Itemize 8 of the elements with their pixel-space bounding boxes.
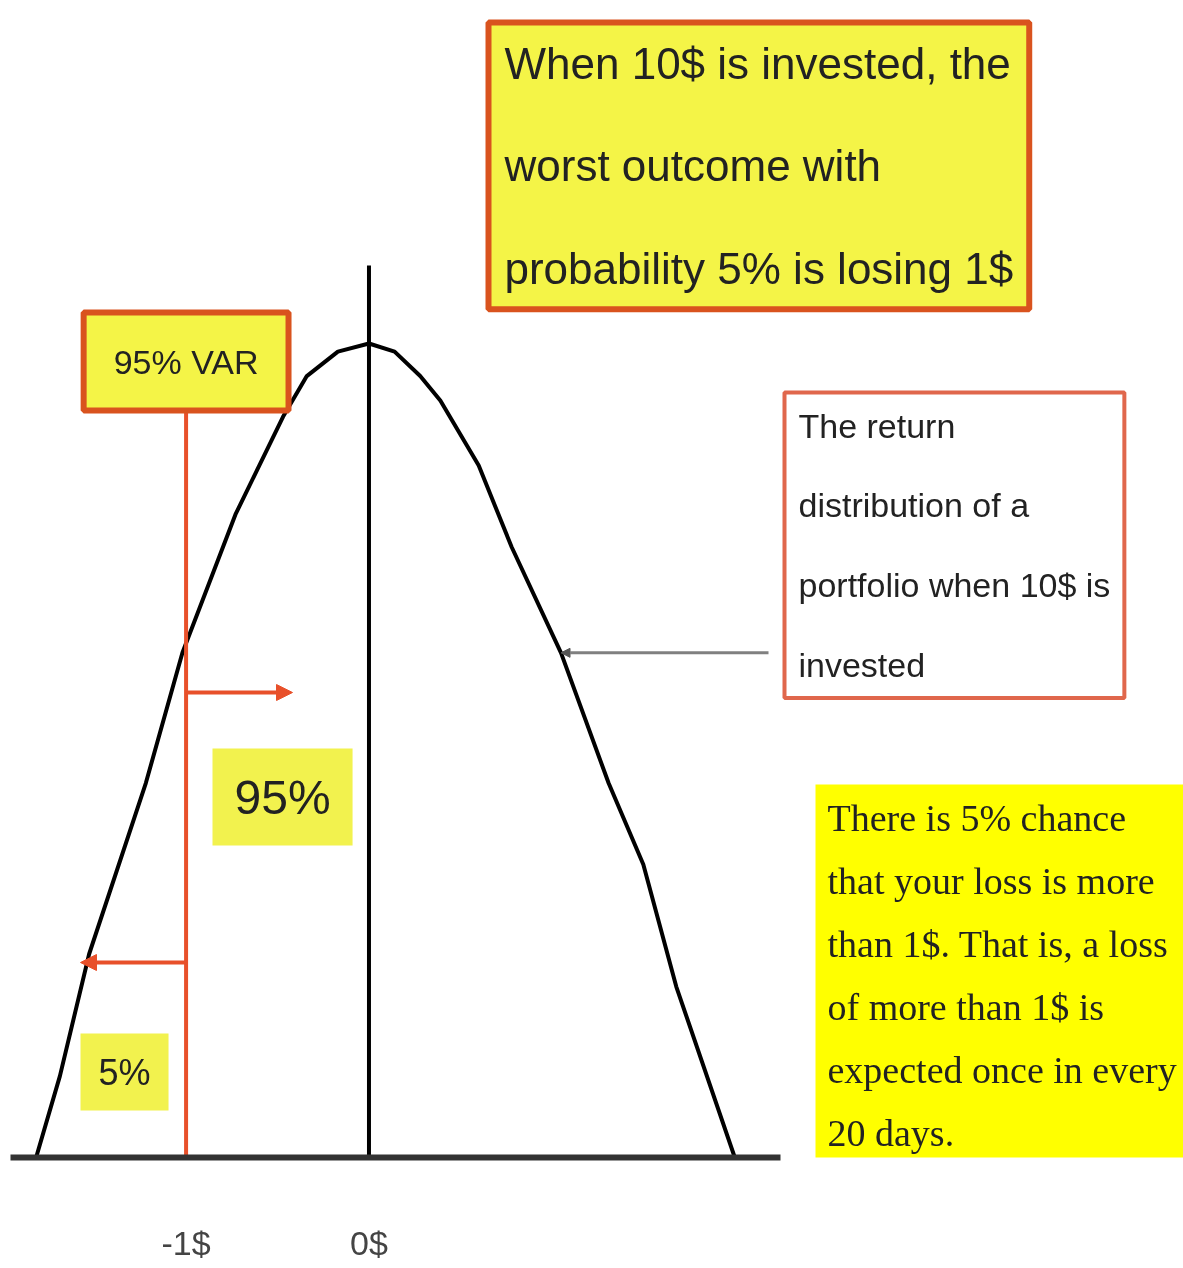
annotation: 5% xyxy=(98,1051,151,1093)
annotation: 95% xyxy=(234,770,331,824)
text: There is 5% chance that your loss is more than 1$. That is, a loss of more than 1$ is expected once in every 20 days. xyxy=(827,796,1177,1154)
x-tick-label: 0$ xyxy=(350,1223,388,1262)
text: The return distribution of a portfolio when 10$ is invested xyxy=(798,406,1111,684)
x-tick-label: -1$ xyxy=(161,1223,211,1262)
text: When 10$ is invested, the worst outcome with probability 5% is losing 1$ xyxy=(504,38,1014,294)
ref-line-label: 95% VAR xyxy=(113,342,259,381)
